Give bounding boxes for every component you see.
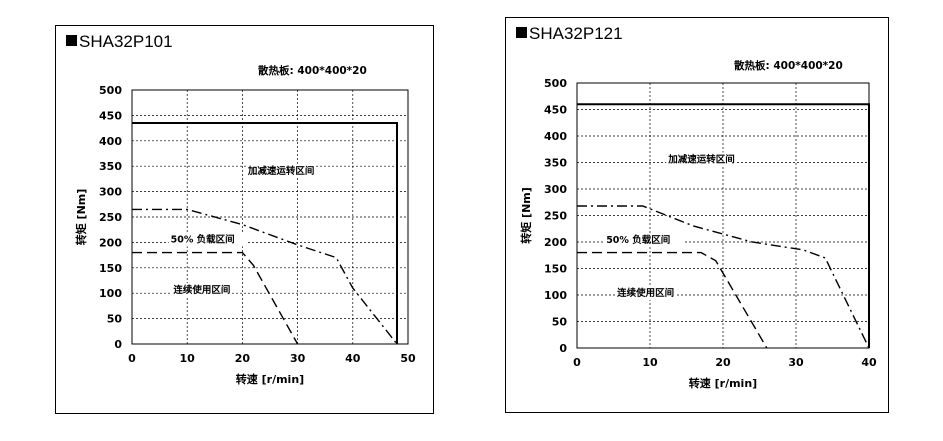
annotation-background [168,232,248,247]
series-line [577,251,768,349]
series-line [132,122,398,344]
annotation-background [171,283,232,298]
y-tick-label: 450 [544,104,567,117]
y-tick-label: 400 [544,130,567,143]
heatsink-note: 散热板: 400*400*20 [734,60,843,72]
y-tick-label: 100 [99,287,122,300]
x-tick-label: 50 [400,352,416,365]
y-tick-label: 350 [99,160,122,173]
y-axis-title: 转矩 [Nm] [74,189,88,246]
chart-title-text: SHA32P101 [79,32,173,51]
region-annotation: 加减速运转区间 [667,154,735,166]
y-tick-label: 250 [99,211,122,224]
title-square-icon [66,35,77,46]
y-tick-label: 300 [544,183,567,196]
plot-frame [131,89,409,345]
y-tick-label: 350 [544,157,567,170]
annotation-background [666,152,737,167]
x-tick-label: 30 [290,352,306,365]
x-tick-label: 20 [235,352,251,365]
y-tick-label: 50 [107,313,123,326]
y-tick-label: 400 [99,135,122,148]
annotation-background [245,163,316,178]
x-tick-label: 10 [642,356,658,369]
region-annotation: 加减速运转区间 [247,165,315,177]
region-annotation: 50% 负载区间 [171,233,235,245]
annotation-background [604,233,684,248]
x-tick-label: 40 [861,356,877,369]
chart-svg: 0 50 100 150 200 250 300 350 400 450 500 0 10 20 30 40 5… [74,84,416,386]
y-tick-label: 0 [114,338,122,351]
y-tick-label: 300 [99,186,122,199]
y-axis-title: 转矩 [Nm] [519,187,533,244]
y-tick-label: 150 [544,263,567,276]
y-tick-label: 500 [544,77,567,90]
series-line [577,103,870,348]
region-annotation: 50% 负载区间 [606,234,670,246]
region-annotation: 连续使用区间 [173,284,230,296]
title-square-icon [516,27,527,38]
series-line [132,208,398,345]
x-axis-title: 转速 [r/min] [689,376,757,390]
y-tick-label: 200 [99,236,122,249]
x-axis-title: 转速 [r/min] [236,372,304,386]
annotation-background [615,286,676,301]
chart-title-text: SHA32P121 [529,24,623,43]
series-line [132,251,299,345]
y-tick-label: 0 [559,342,567,355]
region-annotation: 连续使用区间 [617,287,674,299]
y-tick-label: 250 [544,210,567,223]
x-tick-label: 40 [345,352,361,365]
y-tick-label: 100 [544,289,567,302]
x-tick-label: 0 [128,352,136,365]
y-tick-label: 50 [552,316,568,329]
x-tick-label: 30 [788,356,804,369]
series-line [577,205,870,349]
x-tick-label: 10 [180,352,196,365]
chart-title: SHA32P121 [516,24,623,44]
y-tick-label: 450 [99,109,122,122]
chart-svg: 0 50 100 150 200 250 300 350 400 450 500 0 10 20 30 40 转… [519,77,877,390]
chart-panel-2: SHA32P121 散热板: 400*400*20 0 50 100 150 200 25… [505,17,889,413]
y-tick-label: 150 [99,262,122,275]
x-tick-label: 20 [715,356,731,369]
chart-title: SHA32P101 [66,32,173,52]
heatsink-note: 散热板: 400*400*20 [258,65,367,77]
y-tick-label: 500 [99,84,122,97]
x-tick-label: 0 [573,356,581,369]
chart-panel-1: SHA32P101 散热板: 400*400*20 0 50 100 150 200 25… [55,25,434,414]
y-tick-label: 200 [544,236,567,249]
